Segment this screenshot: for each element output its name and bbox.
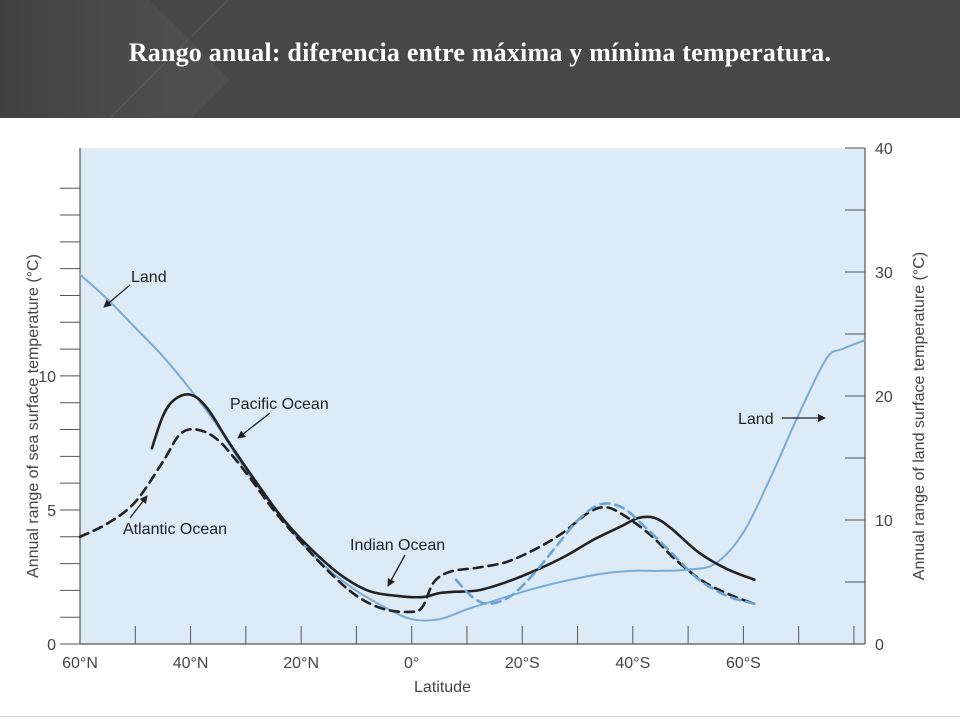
annotation-atlantic-ocean: Atlantic Ocean <box>123 521 227 538</box>
left-tick-label: 10 <box>38 369 56 386</box>
annotation-pacific-ocean: Pacific Ocean <box>230 396 329 413</box>
series-pacific-ocean <box>150 393 756 599</box>
chart-area: 0 5 10 0 10 20 30 40 60°N 40°N 20°N 0° 20°S 40°S 60°S L… <box>0 118 960 720</box>
left-tick-label: 5 <box>47 503 56 520</box>
x-tick-label: 20°S <box>505 655 540 672</box>
series-atlantic-ocean <box>78 427 756 614</box>
latitude-temperature-chart: 0 5 10 0 10 20 30 40 60°N 40°N 20°N 0° 20°S 40°S 60°S L… <box>25 141 928 696</box>
x-tick-label: 40°S <box>615 655 650 672</box>
annotation-arrow <box>129 495 148 519</box>
annotation-arrow <box>237 412 271 439</box>
x-tick-label: 60°S <box>726 655 761 672</box>
left-tick-label: 0 <box>47 637 56 654</box>
plot-background <box>80 148 865 644</box>
title-bar: Rango anual: diferencia entre máxima y m… <box>0 0 960 118</box>
annotation-indian-ocean: Indian Ocean <box>350 537 445 554</box>
right-tick-label: 40 <box>875 141 893 158</box>
series-indian-ocean <box>454 502 756 606</box>
x-axis-title: Latitude <box>414 679 471 696</box>
x-tick-label: 40°N <box>173 655 209 672</box>
annotation-land: Land <box>738 411 774 428</box>
right-axis-title: Annual range of land surface temperature… <box>911 252 928 580</box>
x-tick-label: 20°N <box>283 655 319 672</box>
right-tick-label: 20 <box>875 389 893 406</box>
annotation-arrow <box>103 284 131 308</box>
x-tick-label: 0° <box>404 655 419 672</box>
annotation-land: Land <box>131 269 167 286</box>
right-tick-label: 10 <box>875 513 893 530</box>
x-tick-label: 60°N <box>62 655 98 672</box>
page-title: Rango anual: diferencia entre máxima y m… <box>128 38 832 67</box>
left-axis-title: Annual range of sea surface temperature … <box>25 254 42 578</box>
footer-divider <box>0 716 960 717</box>
annotation-arrow <box>387 554 406 587</box>
right-tick-label: 0 <box>875 637 884 654</box>
right-tick-label: 30 <box>875 265 893 282</box>
